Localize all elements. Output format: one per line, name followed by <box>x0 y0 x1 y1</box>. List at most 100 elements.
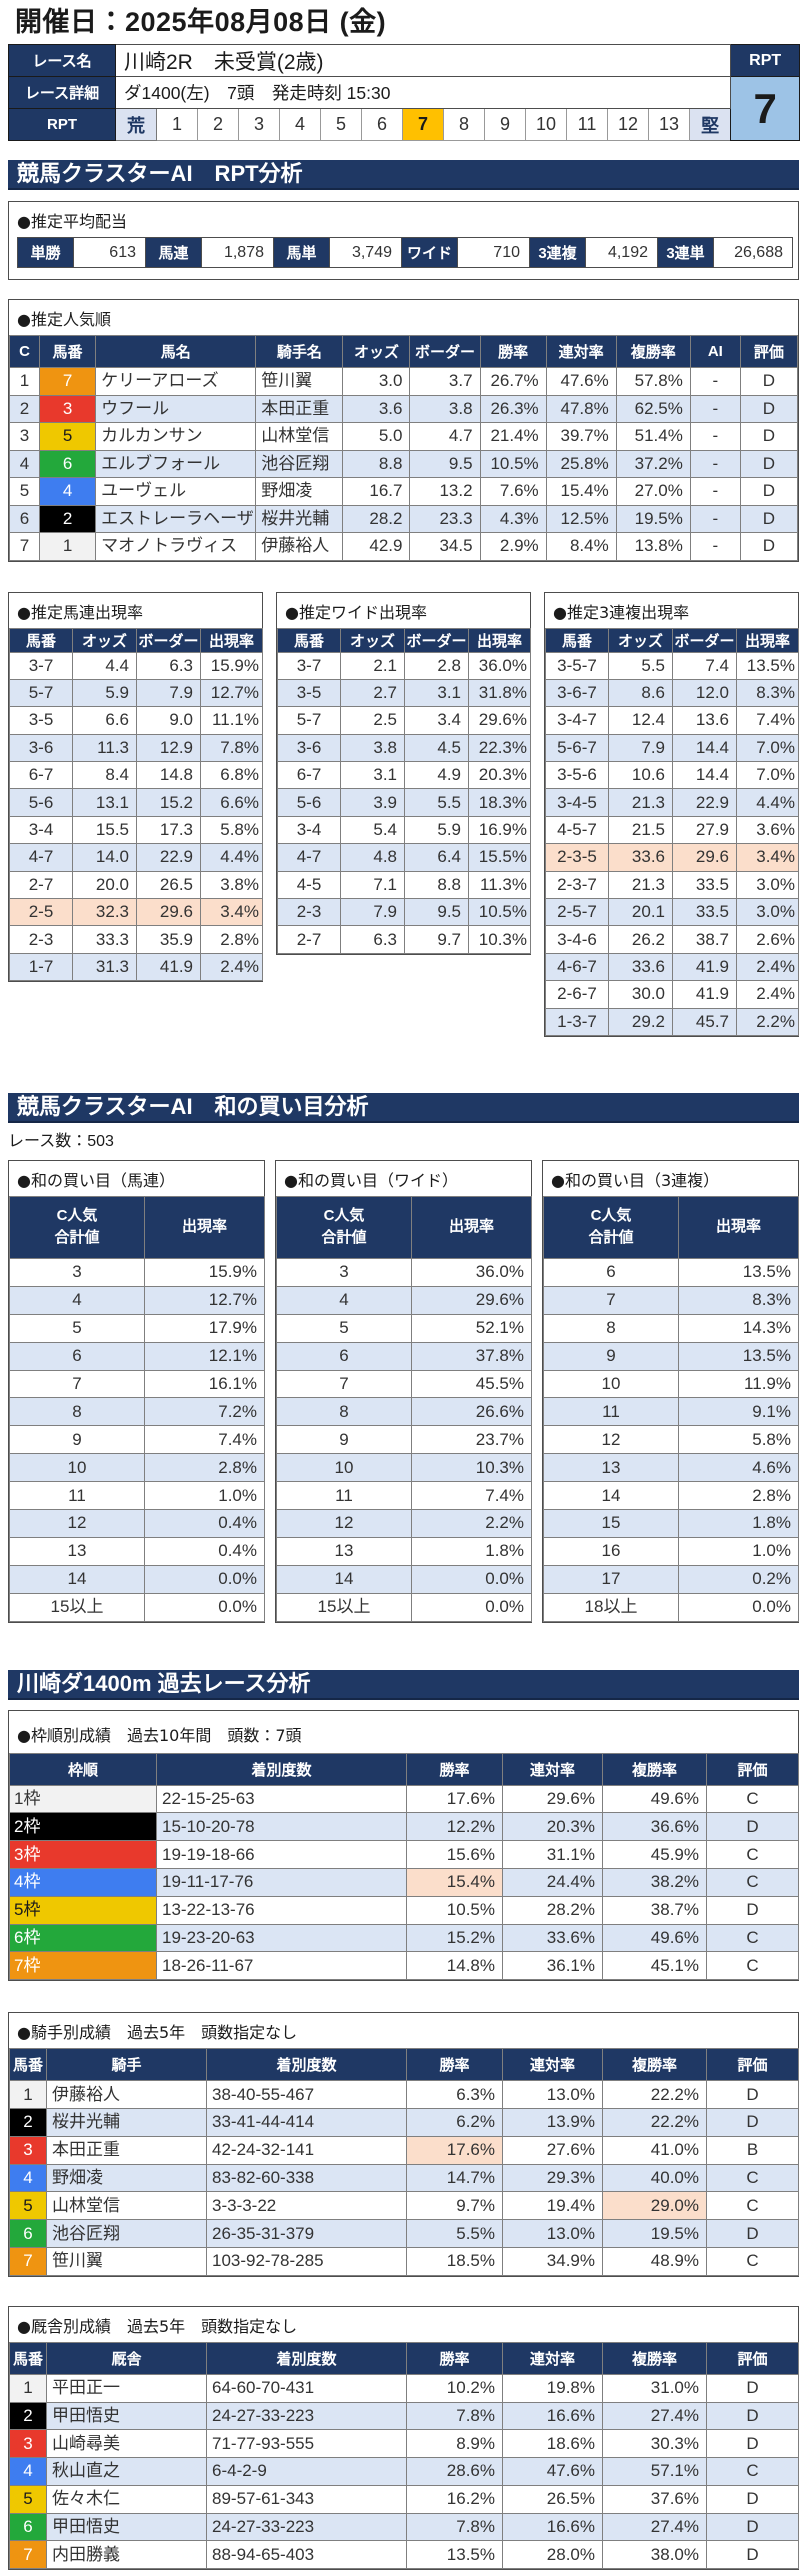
odds-cell: 15.5 <box>72 815 137 845</box>
umaban-combo-cell: 4-5-7 <box>545 815 609 845</box>
payout-value: 26,688 <box>713 237 793 268</box>
odds-cell: 8.4 <box>72 761 137 790</box>
table-row: 12 5.8% <box>543 1425 799 1455</box>
rate-cell: 22.3% <box>468 733 531 763</box>
table-row: 3 36.0% <box>276 1257 532 1287</box>
col-header-waku: 枠順 <box>9 1752 157 1786</box>
record-cell: 24-27-33-223 <box>206 2401 407 2431</box>
rpt-scale-number: 8 <box>443 108 485 141</box>
wa-wide-title: ●和の買い目（ワイド） <box>284 1170 458 1190</box>
win-rate-cell: 8.9% <box>406 2429 503 2459</box>
show-rate-cell: 57.1% <box>602 2457 707 2486</box>
table-row: 2-5-7 20.1 33.5 3.0% <box>545 898 799 927</box>
quinella-rate-cell: 33.6% <box>502 1923 603 1953</box>
umaban-combo-cell: 3-6 <box>9 733 73 763</box>
col-header-eval: 評価 <box>706 2048 799 2082</box>
rate-cell: 4.4% <box>736 788 799 817</box>
c-sum-cell: 12 <box>9 1508 145 1538</box>
odds-cell: 7.1 <box>340 870 405 900</box>
table-row: 5-7 5.9 7.9 12.7% <box>9 678 263 708</box>
table-row: 5 4 ユーヴェル 野畑凌 16.7 13.2 7.6% 15.4% 27.0% - D <box>8 477 799 506</box>
sanrenpuku-appearance-box: ●推定3連複出現率 馬番 オッズ ボーダー 出現率 3-5-7 5.5 7.4 13.… <box>544 591 799 1037</box>
jockey-name-cell: 笹川翼 <box>255 367 344 396</box>
odds-cell: 5.5 <box>608 651 673 680</box>
ai-cell: - <box>689 477 741 506</box>
waku-cell: 4枠 <box>9 1867 157 1897</box>
quinella-rate-cell: 47.8% <box>545 394 617 423</box>
wa-umaren-title: ●和の買い目（馬連） <box>17 1170 175 1190</box>
rate-cell: 20.3% <box>468 761 531 790</box>
odds-cell: 28.2 <box>342 504 411 533</box>
table-row: 3-4-6 26.2 38.7 2.6% <box>545 925 799 954</box>
c-sum-cell: 9 <box>543 1341 679 1371</box>
table-row: 3 5 カルカンサン 山林堂信 5.0 4.7 21.4% 39.7% 51.4% - D <box>8 422 799 451</box>
show-rate-cell: 19.5% <box>602 2219 707 2248</box>
umaban-combo-cell: 3-4-6 <box>545 925 609 954</box>
stable-box: ●厩舎別成績 過去5年 頭数指定なし 馬番 厩舎 着別度数 勝率 連対率 複勝率… <box>8 2305 799 2570</box>
col-header-show: 複勝率 <box>602 1752 707 1786</box>
show-rate-cell: 27.4% <box>602 2401 707 2431</box>
umaban-combo-cell: 2-5 <box>9 898 73 927</box>
col-header-rate: 出現率 <box>411 1195 532 1259</box>
show-rate-cell: 48.9% <box>602 2246 707 2276</box>
col-header-horse: 馬名 <box>95 335 257 368</box>
show-rate-cell: 38.7% <box>602 1895 707 1925</box>
win-rate-cell: 14.8% <box>406 1951 503 1981</box>
col-header-ai: AI <box>689 335 741 368</box>
border-cell: 4.7 <box>409 422 481 451</box>
rate-cell: 7.0% <box>736 733 799 763</box>
rate-cell: 7.4% <box>736 706 799 735</box>
border-cell: 4.5 <box>404 733 469 763</box>
rate-cell: 12.7% <box>200 678 263 708</box>
record-cell: 89-57-61-343 <box>206 2484 407 2514</box>
win-rate-cell: 17.6% <box>406 1784 503 1814</box>
table-row: 3-4-7 12.4 13.6 7.4% <box>545 706 799 735</box>
umaban-combo-cell: 4-6-7 <box>545 952 609 982</box>
win-rate-cell: 7.8% <box>406 2401 503 2431</box>
rate-cell: 29.6% <box>468 706 531 735</box>
ai-cell: - <box>689 504 741 533</box>
wa-wide-table: C人気 合計値 出現率 3 36.0% 4 29.6% 5 52.1% 6 37.8% 7 45.5… <box>276 1195 532 1622</box>
jockey-name-cell: 野畑凌 <box>255 477 344 506</box>
umaban-combo-cell: 3-6-7 <box>545 678 609 708</box>
wa-sanrenpuku-table: C人気 合計値 出現率 6 13.5% 7 8.3% 8 14.3% 9 13.5% 10 11.9… <box>543 1195 799 1622</box>
table-row: 9 13.5% <box>543 1341 799 1371</box>
rate-cell: 7.4% <box>144 1425 265 1455</box>
section-title-past-analysis: 川崎ダ1400m 過去レース分析 <box>8 1669 799 1700</box>
border-cell: 4.9 <box>404 761 469 790</box>
c-sum-header-line2: 合計値 <box>54 1229 100 1247</box>
jockey-name-cell: 本田正重 <box>46 2135 207 2165</box>
c-sum-cell: 4 <box>276 1285 412 1315</box>
border-cell: 17.3 <box>136 815 201 845</box>
umaban-combo-cell: 2-7 <box>9 870 73 900</box>
rate-cell: 0.0% <box>411 1564 532 1594</box>
c-sum-cell: 6 <box>543 1257 679 1287</box>
win-rate-cell: 14.7% <box>406 2163 503 2193</box>
col-header-umaban: 馬番 <box>39 335 97 368</box>
show-rate-cell: 38.2% <box>602 1867 707 1897</box>
col-header-border: ボーダー <box>136 627 201 653</box>
umaban-combo-cell: 2-7 <box>277 925 341 954</box>
table-row: 2-3 33.3 35.9 2.8% <box>9 925 263 954</box>
win-rate-cell: 12.2% <box>406 1812 503 1842</box>
c-sum-cell: 5 <box>9 1313 145 1343</box>
popularity-header-row: C 馬番 馬名 騎手名 オッズ ボーダー 勝率 連対率 複勝率 AI 評価 <box>8 335 799 368</box>
rate-cell: 18.3% <box>468 788 531 817</box>
table-row: 2-5 32.3 29.6 3.4% <box>9 898 263 927</box>
rate-cell: 3.0% <box>736 870 799 900</box>
rpt-scale-number: 1 <box>156 108 198 141</box>
waku-cell: 2枠 <box>9 1812 157 1842</box>
table-row: 8 14.3% <box>543 1313 799 1343</box>
waku-cell: 5枠 <box>9 1895 157 1925</box>
eval-cell: D <box>739 422 799 451</box>
table-row: 9 23.7% <box>276 1425 532 1455</box>
record-cell: 83-82-60-338 <box>206 2163 407 2193</box>
border-cell: 13.6 <box>672 706 737 735</box>
table-row: 5-6 3.9 5.5 18.3% <box>277 788 531 817</box>
umaban-cell: 3 <box>9 2135 47 2165</box>
jockey-name-cell: 伊藤裕人 <box>255 532 344 561</box>
umaban-combo-cell: 2-6-7 <box>545 980 609 1009</box>
rate-cell: 5.8% <box>678 1425 799 1455</box>
umaban-combo-cell: 4-7 <box>9 843 73 872</box>
